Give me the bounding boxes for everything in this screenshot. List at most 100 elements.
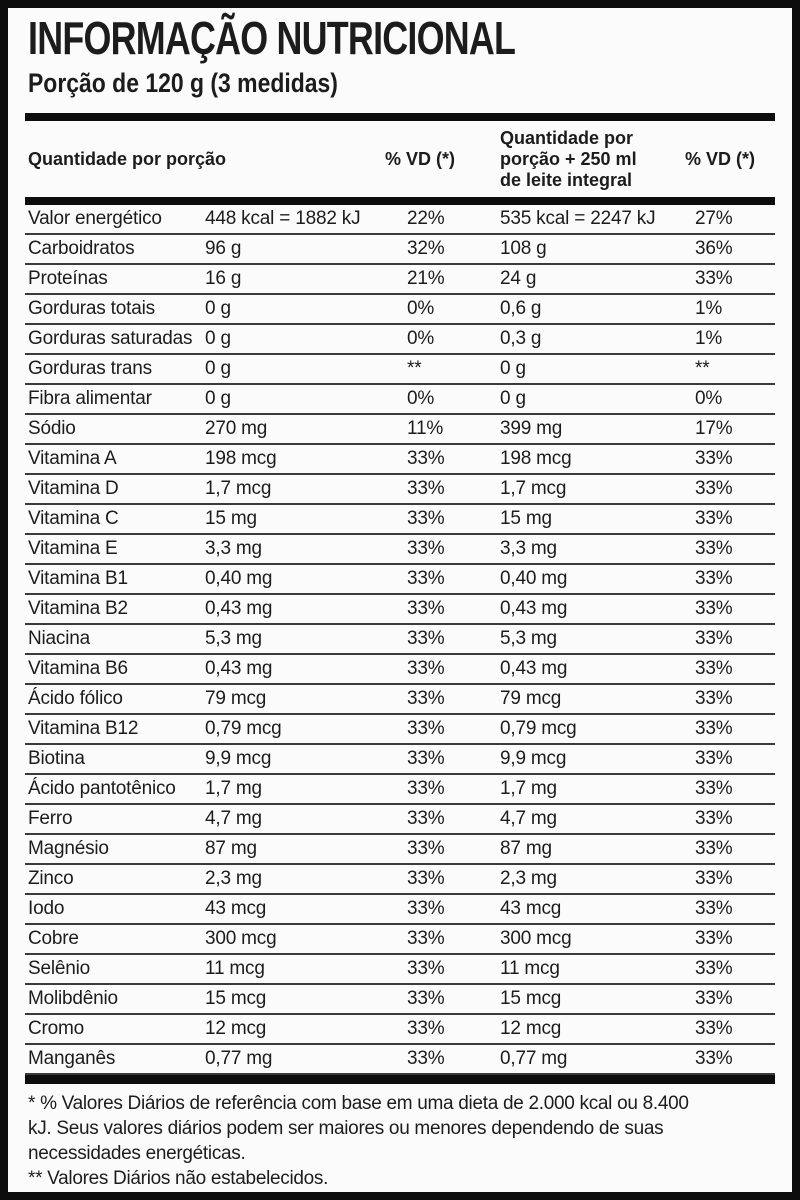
cell-vd-milk: 33%: [695, 748, 733, 769]
cell-amount-milk: 43 mcg: [500, 898, 562, 919]
table-row: Ácido fólico 79 mcg 33% 79 mcg 33%: [25, 685, 775, 715]
table-row: Gorduras trans 0 g ** 0 g **: [25, 355, 775, 385]
cell-vd: 33%: [407, 928, 445, 949]
cell-name: Proteínas: [28, 268, 108, 289]
cell-vd: 0%: [407, 298, 435, 319]
bottom-divider-bar: [25, 1075, 775, 1084]
cell-vd-milk: 33%: [695, 988, 733, 1009]
cell-vd-milk: 33%: [695, 538, 733, 559]
table-row: Vitamina B6 0,43 mg 33% 0,43 mg 33%: [25, 655, 775, 685]
footnotes: * % Valores Diários de referência com ba…: [25, 1084, 775, 1191]
table-row: Cobre 300 mcg 33% 300 mcg 33%: [25, 925, 775, 955]
cell-vd: 33%: [407, 838, 445, 859]
table-row: Proteínas 16 g 21% 24 g 33%: [25, 265, 775, 295]
table-row: Zinco 2,3 mg 33% 2,3 mg 33%: [25, 865, 775, 895]
cell-name: Gorduras trans: [28, 358, 152, 379]
cell-name: Valor energético: [28, 208, 162, 229]
cell-amount-milk: 87 mg: [500, 838, 552, 859]
cell-name: Vitamina E: [28, 538, 118, 559]
cell-amount: 0 g: [205, 388, 231, 409]
cell-vd-milk: 33%: [695, 718, 733, 739]
table-row: Selênio 11 mcg 33% 11 mcg 33%: [25, 955, 775, 985]
cell-amount-milk: 0 g: [500, 358, 526, 379]
header-vd-2: % VD (*): [685, 148, 756, 169]
footnote-daily-values-line: * % Valores Diários de referência com ba…: [28, 1093, 689, 1114]
table-header: Quantidade por porção % VD (*) Quantidad…: [25, 121, 775, 197]
cell-vd-milk: 33%: [695, 1048, 733, 1069]
cell-amount-milk: 0,43 mg: [500, 658, 568, 679]
cell-amount-milk: 3,3 mg: [500, 538, 557, 559]
cell-amount-milk: 11 mcg: [500, 958, 560, 979]
cell-amount-milk: 24 g: [500, 268, 537, 289]
cell-amount: 0 g: [205, 358, 231, 379]
table-row: Sódio 270 mg 11% 399 mg 17%: [25, 415, 775, 445]
footnote-not-established: ** Valores Diários não estabelecidos.: [28, 1168, 329, 1189]
cell-vd-milk: 36%: [695, 238, 733, 259]
cell-amount: 270 mg: [205, 418, 268, 439]
table-row: Gorduras saturadas 0 g 0% 0,3 g 1%: [25, 325, 775, 355]
table-row: Vitamina B12 0,79 mcg 33% 0,79 mcg 33%: [25, 715, 775, 745]
cell-amount-milk: 535 kcal = 2247 kJ: [500, 208, 656, 229]
top-divider-bar: [25, 113, 775, 121]
cell-amount-milk: 300 mcg: [500, 928, 572, 949]
cell-vd-milk: 33%: [695, 508, 733, 529]
cell-name: Zinco: [28, 868, 74, 889]
cell-amount-milk: 198 mcg: [500, 448, 572, 469]
table-row: Valor energético 448 kcal = 1882 kJ 22% 535…: [25, 205, 775, 235]
cell-amount: 0,79 mcg: [205, 718, 282, 739]
cell-vd: 33%: [407, 778, 445, 799]
cell-amount: 5,3 mg: [205, 628, 262, 649]
cell-amount-milk: 79 mcg: [500, 688, 562, 709]
cell-name: Sódio: [28, 418, 76, 439]
table-row: Cromo 12 mcg 33% 12 mcg 33%: [25, 1015, 775, 1045]
table-row: Iodo 43 mcg 33% 43 mcg 33%: [25, 895, 775, 925]
cell-amount: 87 mg: [205, 838, 257, 859]
cell-amount: 12 mcg: [205, 1018, 267, 1039]
cell-amount: 15 mcg: [205, 988, 267, 1009]
cell-vd-milk: 33%: [695, 898, 733, 919]
cell-amount-milk: 1,7 mg: [500, 778, 557, 799]
cell-amount: 0 g: [205, 298, 231, 319]
cell-name: Vitamina A: [28, 448, 117, 469]
cell-vd: 33%: [407, 658, 445, 679]
header-amount-per-serving: Quantidade por porção: [28, 148, 227, 169]
cell-vd: 33%: [407, 958, 445, 979]
cell-amount: 1,7 mg: [205, 778, 262, 799]
cell-name: Gorduras saturadas: [28, 328, 193, 349]
cell-amount: 0,43 mg: [205, 658, 273, 679]
cell-name: Cobre: [28, 928, 79, 949]
cell-amount-milk: 1,7 mcg: [500, 478, 567, 499]
cell-vd: 32%: [407, 238, 445, 259]
cell-amount: 96 g: [205, 238, 242, 259]
cell-name: Magnésio: [28, 838, 109, 859]
table-row: Carboidratos 96 g 32% 108 g 36%: [25, 235, 775, 265]
cell-amount-milk: 0,77 mg: [500, 1048, 568, 1069]
cell-vd-milk: 33%: [695, 688, 733, 709]
cell-vd-milk: 33%: [695, 778, 733, 799]
cell-vd-milk: 33%: [695, 448, 733, 469]
cell-name: Vitamina B12: [28, 718, 139, 739]
cell-vd: **: [407, 358, 422, 379]
cell-vd: 33%: [407, 748, 445, 769]
cell-vd-milk: 17%: [695, 418, 733, 439]
cell-amount: 79 mcg: [205, 688, 267, 709]
cell-name: Biotina: [28, 748, 85, 769]
cell-amount: 0,77 mg: [205, 1048, 273, 1069]
cell-vd-milk: 1%: [695, 298, 723, 319]
table-row: Vitamina B1 0,40 mg 33% 0,40 mg 33%: [25, 565, 775, 595]
cell-name: Iodo: [28, 898, 65, 919]
cell-vd: 33%: [407, 688, 445, 709]
cell-amount: 0 g: [205, 328, 231, 349]
serving-size: Porção de 120 g (3 medidas): [28, 68, 338, 98]
header-amount-with-milk: Quantidade por porção + 250 ml de leite …: [500, 127, 637, 190]
cell-amount: 16 g: [205, 268, 242, 289]
table-row: Manganês 0,77 mg 33% 0,77 mg 33%: [25, 1045, 775, 1075]
cell-amount-milk: 15 mcg: [500, 988, 562, 1009]
cell-vd: 33%: [407, 628, 445, 649]
cell-vd: 33%: [407, 568, 445, 589]
cell-amount-milk: 15 mg: [500, 508, 552, 529]
cell-name: Manganês: [28, 1048, 116, 1069]
cell-amount: 0,40 mg: [205, 568, 273, 589]
cell-vd-milk: 33%: [695, 478, 733, 499]
cell-name: Gorduras totais: [28, 298, 155, 319]
